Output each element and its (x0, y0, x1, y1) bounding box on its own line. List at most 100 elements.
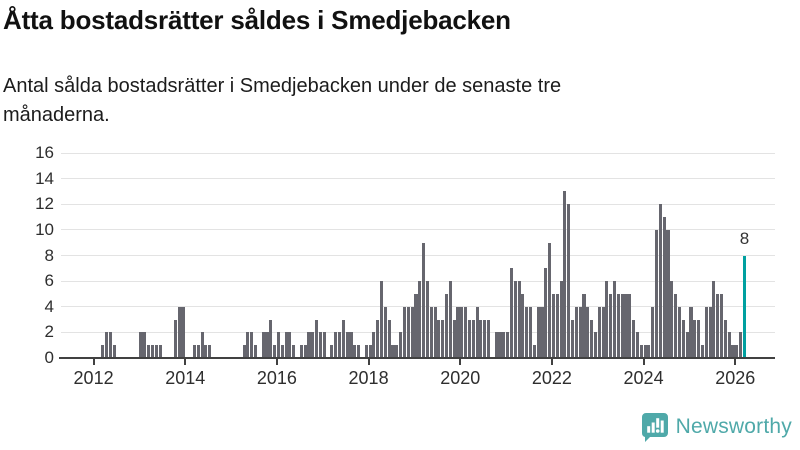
bar[interactable] (383, 306, 387, 358)
bar[interactable] (288, 332, 292, 358)
bar[interactable] (464, 306, 468, 358)
bar[interactable] (284, 332, 288, 358)
bar[interactable] (643, 345, 647, 358)
bar[interactable] (273, 345, 277, 358)
bar[interactable] (498, 332, 502, 358)
bar[interactable] (265, 332, 269, 358)
bar[interactable] (341, 319, 345, 358)
bar[interactable] (632, 319, 636, 358)
bar[interactable] (147, 345, 151, 358)
bar[interactable] (697, 319, 701, 358)
bar[interactable] (601, 306, 605, 358)
bar[interactable] (353, 345, 357, 358)
bar[interactable] (582, 293, 586, 358)
bar[interactable] (143, 332, 147, 358)
bar[interactable] (280, 345, 284, 358)
bar[interactable] (735, 345, 739, 358)
bar[interactable] (548, 242, 552, 358)
bar[interactable] (448, 281, 452, 358)
bar[interactable] (689, 306, 693, 358)
bar[interactable] (586, 306, 590, 358)
bar[interactable] (204, 345, 208, 358)
bar[interactable] (299, 345, 303, 358)
bar[interactable] (444, 293, 449, 358)
bar[interactable] (269, 319, 273, 358)
bar[interactable] (200, 332, 204, 358)
bar[interactable] (150, 345, 154, 358)
bar[interactable] (590, 319, 594, 358)
bar[interactable] (635, 332, 640, 358)
bar[interactable] (666, 229, 670, 358)
bar[interactable] (674, 293, 678, 358)
bar[interactable] (712, 281, 716, 358)
bar[interactable] (479, 319, 483, 358)
bar[interactable] (471, 319, 475, 358)
bar[interactable] (108, 332, 112, 358)
bar[interactable] (372, 332, 376, 358)
bar[interactable] (414, 293, 418, 358)
bar[interactable] (139, 332, 143, 358)
bar[interactable] (494, 332, 498, 358)
bar[interactable] (437, 319, 441, 358)
bar[interactable] (685, 332, 689, 358)
bar[interactable] (647, 345, 651, 358)
bar[interactable] (391, 345, 395, 358)
bar[interactable] (563, 191, 567, 358)
bar[interactable] (704, 306, 708, 358)
newsworthy-logo[interactable]: Newsworthy (641, 412, 792, 442)
bar[interactable] (418, 281, 422, 358)
bar[interactable] (406, 306, 410, 358)
bar[interactable] (242, 345, 246, 358)
bar[interactable] (475, 306, 479, 358)
bar[interactable] (177, 306, 181, 358)
bar[interactable] (681, 319, 685, 358)
bar[interactable] (609, 293, 613, 358)
bar[interactable] (597, 306, 601, 358)
bar[interactable] (380, 281, 384, 358)
bar[interactable] (158, 345, 162, 358)
bar[interactable] (513, 281, 517, 358)
bar[interactable] (567, 204, 571, 358)
bar[interactable] (540, 306, 544, 358)
bar[interactable] (364, 345, 368, 358)
bar[interactable] (105, 332, 109, 358)
bar[interactable] (101, 345, 105, 358)
bar[interactable] (429, 306, 433, 358)
bar[interactable] (154, 345, 158, 358)
bar[interactable] (624, 293, 628, 358)
bar[interactable] (655, 229, 659, 358)
bar[interactable] (700, 345, 704, 358)
bar[interactable] (357, 345, 361, 358)
bar[interactable] (639, 345, 643, 358)
bar[interactable] (181, 306, 185, 358)
bar[interactable] (425, 281, 429, 358)
bar[interactable] (616, 293, 620, 358)
bar[interactable] (532, 345, 536, 358)
bar[interactable] (739, 332, 743, 358)
bar[interactable] (506, 332, 510, 358)
bar[interactable] (338, 332, 342, 358)
bar[interactable] (208, 345, 212, 358)
bar[interactable] (276, 332, 280, 358)
bar[interactable] (303, 345, 307, 358)
bar[interactable] (658, 204, 662, 358)
bar[interactable] (322, 332, 326, 358)
bar[interactable] (261, 332, 265, 358)
bar[interactable] (452, 319, 456, 358)
bar[interactable] (307, 332, 311, 358)
bar[interactable] (399, 332, 403, 358)
bar[interactable] (292, 345, 296, 358)
bar[interactable] (196, 345, 200, 358)
bar[interactable] (555, 293, 559, 358)
bar[interactable] (708, 306, 712, 358)
bar[interactable] (517, 281, 521, 358)
bar[interactable] (723, 319, 727, 358)
bar[interactable] (719, 293, 724, 358)
bar[interactable] (536, 306, 540, 358)
bar[interactable] (731, 345, 735, 358)
bar[interactable] (250, 332, 254, 358)
bar[interactable] (486, 319, 491, 358)
bar[interactable] (315, 319, 319, 358)
bar[interactable] (670, 281, 674, 358)
bar[interactable] (410, 306, 414, 358)
